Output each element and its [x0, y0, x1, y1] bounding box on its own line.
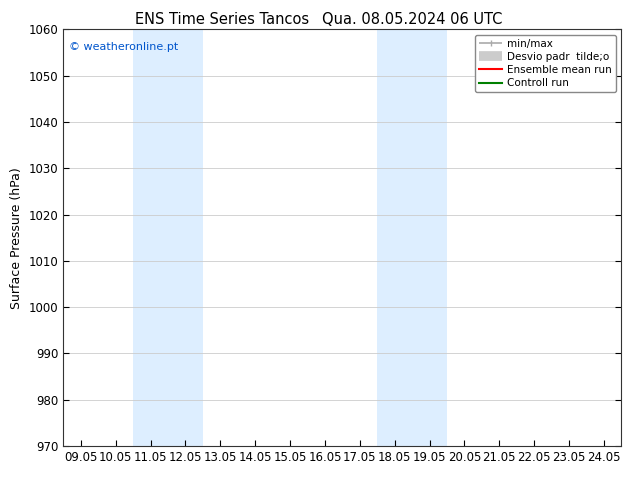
Bar	[377, 29, 447, 446]
Bar	[133, 29, 203, 446]
Text: Qua. 08.05.2024 06 UTC: Qua. 08.05.2024 06 UTC	[322, 12, 502, 27]
Legend: min/max, Desvio padr  tilde;o, Ensemble mean run, Controll run: min/max, Desvio padr tilde;o, Ensemble m…	[475, 35, 616, 92]
Text: © weatheronline.pt: © weatheronline.pt	[69, 42, 178, 52]
Text: ENS Time Series Tancos: ENS Time Series Tancos	[135, 12, 309, 27]
Y-axis label: Surface Pressure (hPa): Surface Pressure (hPa)	[10, 167, 23, 309]
